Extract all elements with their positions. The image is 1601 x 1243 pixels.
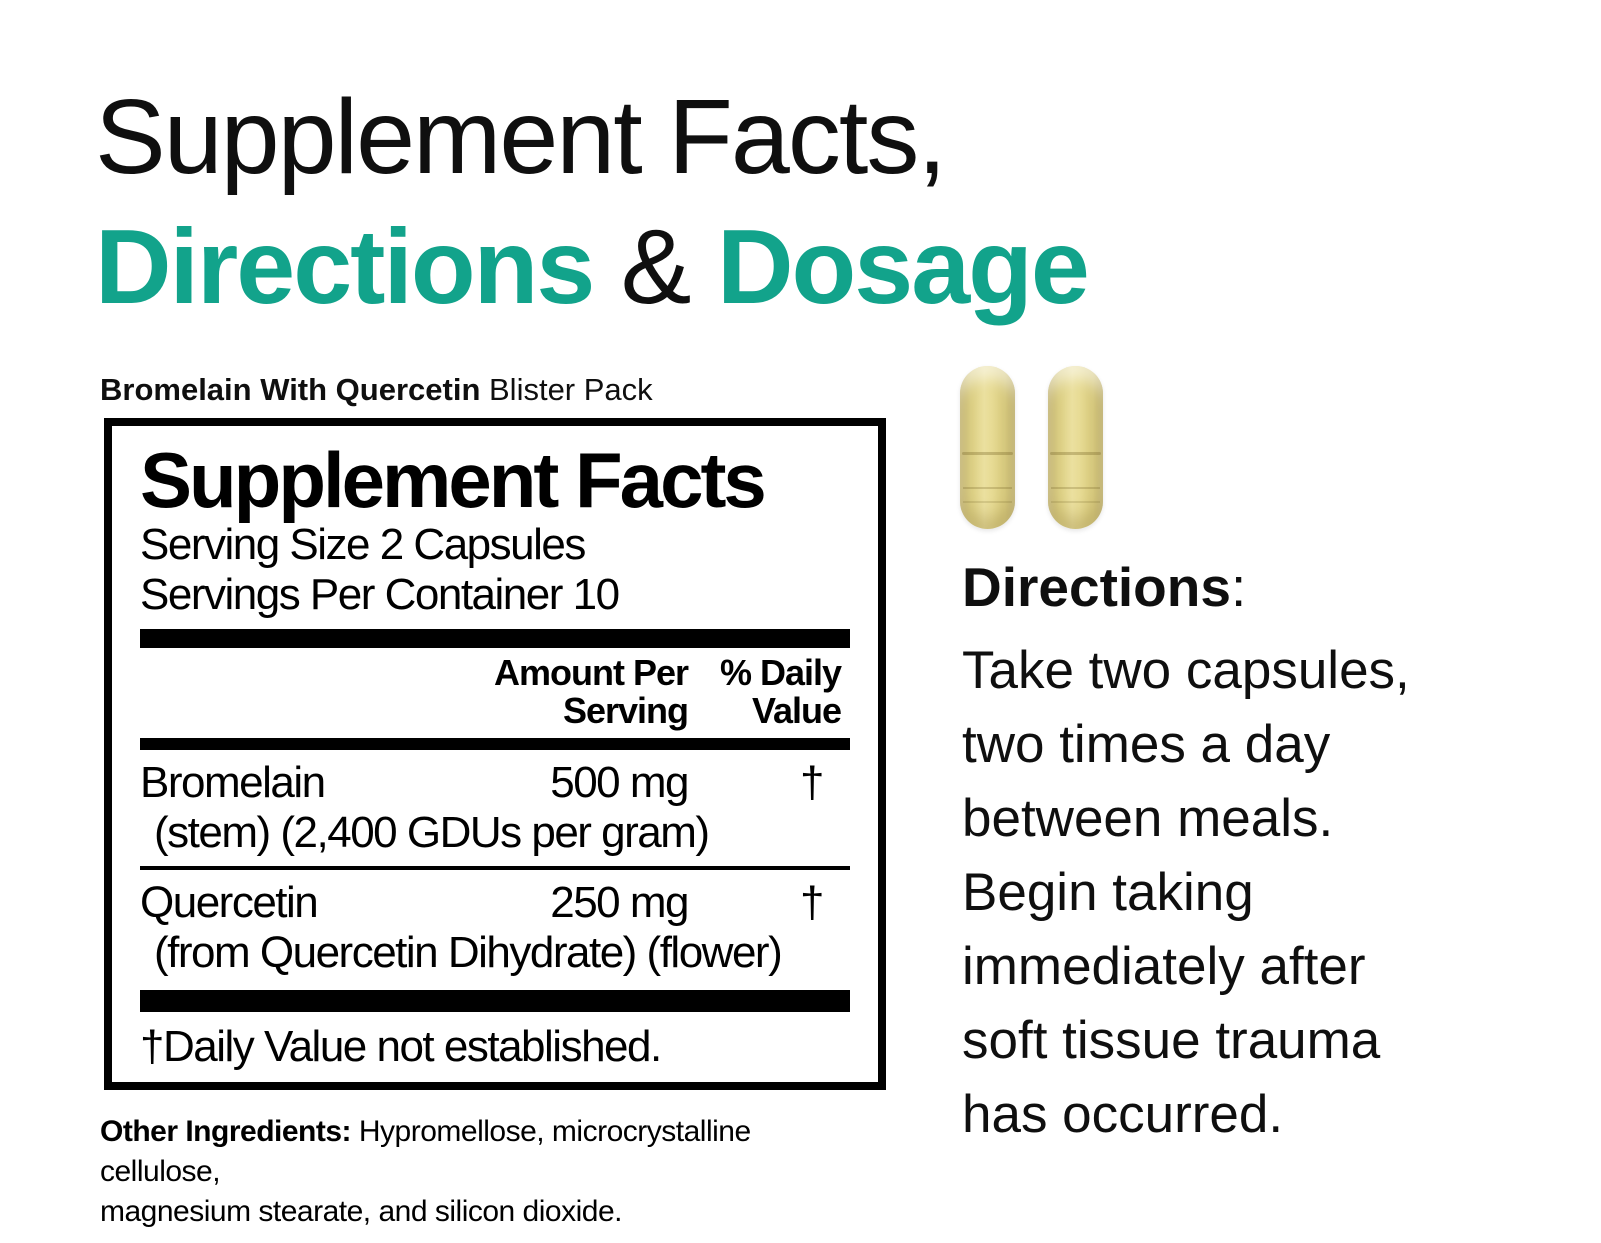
amount-header-line1: Amount Per <box>493 652 689 693</box>
directions-section: Directions: Take two capsules, two times… <box>962 550 1522 1152</box>
page-title: Supplement Facts, Directions & Dosage <box>95 72 1090 332</box>
capsule-image <box>1048 366 1103 529</box>
ingredient-amount: 250 mg <box>550 878 689 927</box>
directions-heading: Directions <box>962 556 1231 618</box>
title-line-1: Supplement Facts, <box>95 78 947 196</box>
other-ingredients: Other Ingredients: Hypromellose, microcr… <box>100 1112 840 1232</box>
ingredient-name: Quercetin <box>140 878 319 927</box>
divider-thick <box>140 629 850 648</box>
supplement-facts-panel: Supplement Facts Serving Size 2 Capsules… <box>104 418 886 1090</box>
product-name-line: Bromelain With Quercetin Blister Pack <box>100 372 653 408</box>
title-word-dosage: Dosage <box>716 208 1090 326</box>
directions-body: Take two capsules, two times a day betwe… <box>962 641 1410 1144</box>
amount-header-line2: Serving <box>562 690 689 731</box>
product-name-bold: Bromelain With Quercetin <box>100 372 481 407</box>
divider-medium <box>140 738 850 750</box>
divider-thin <box>140 866 850 870</box>
daily-value-header: % Daily Value <box>698 654 850 730</box>
panel-heading: Supplement Facts <box>140 436 767 524</box>
title-ampersand: & <box>593 208 717 326</box>
table-row: Bromelain 500 mg † (stem) (2,400 GDUs pe… <box>140 758 850 858</box>
daily-value-footnote: †Daily Value not established. <box>140 1022 662 1071</box>
ingredient-amount: 500 mg <box>550 758 689 807</box>
product-name-regular: Blister Pack <box>480 372 653 407</box>
capsule-image <box>960 366 1015 529</box>
amount-per-serving-header: Amount Per Serving <box>494 654 698 730</box>
ingredient-daily-value: † <box>800 878 824 927</box>
ingredient-detail: (stem) (2,400 GDUs per gram) <box>154 808 710 857</box>
title-line-2: Directions & Dosage <box>95 202 1090 332</box>
other-ingredients-label: Other Ingredients: <box>100 1115 352 1148</box>
column-headers: Amount Per Serving % Daily Value <box>140 654 850 730</box>
title-word-directions: Directions <box>95 208 595 326</box>
ingredient-daily-value: † <box>800 758 824 807</box>
directions-heading-line: Directions: <box>962 550 1522 626</box>
ingredient-detail: (from Quercetin Dihydrate) (flower) <box>154 928 783 977</box>
capsules-photo <box>960 366 1103 529</box>
dv-header-line1: % Daily <box>719 652 842 693</box>
other-ingredients-text: Hypromellose, microcrystalline cellulose… <box>100 1115 751 1228</box>
divider-thick <box>140 990 850 1012</box>
dv-header-line2: Value <box>751 690 842 731</box>
table-row: Quercetin 250 mg † (from Quercetin Dihyd… <box>140 878 850 978</box>
ingredient-name: Bromelain <box>140 758 326 807</box>
directions-colon: : <box>1230 556 1247 618</box>
servings-per-container: Servings Per Container 10 <box>140 570 620 619</box>
serving-size: Serving Size 2 Capsules <box>140 520 586 569</box>
